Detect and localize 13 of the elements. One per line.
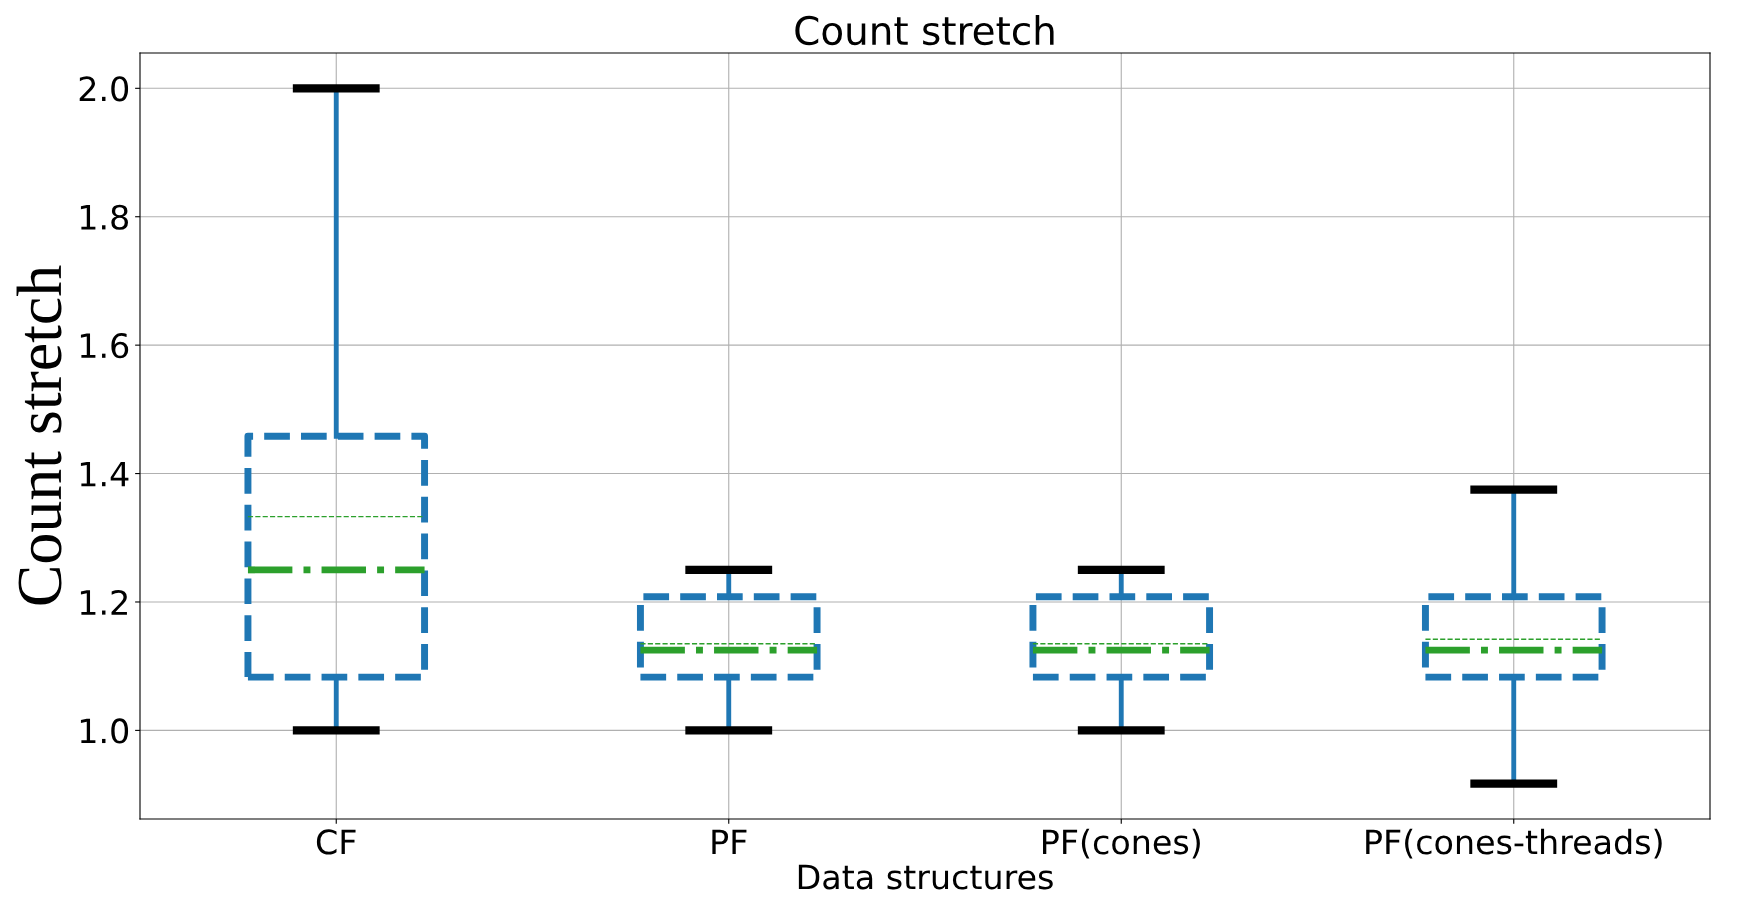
- x-axis-title: Data structures: [798, 864, 1053, 890]
- y-tick-label: 1.8: [80, 204, 128, 230]
- x-tick-label: PF(cones): [1043, 828, 1200, 859]
- x-tick-label: PF: [712, 829, 747, 855]
- x-tick-label: CF: [316, 829, 356, 855]
- y-tick-label: 1.0: [80, 718, 129, 744]
- y-tick-label: 1.4: [80, 461, 129, 487]
- y-axis-title: Count stretch: [16, 265, 62, 605]
- y-tick-label: 1.2: [80, 589, 127, 615]
- y-tick-label: 1.6: [80, 333, 129, 359]
- y-tick-label: 2.0: [79, 76, 129, 102]
- x-tick-label: PF(cones-threads): [1366, 828, 1662, 859]
- chart-title: Count stretch: [795, 15, 1054, 46]
